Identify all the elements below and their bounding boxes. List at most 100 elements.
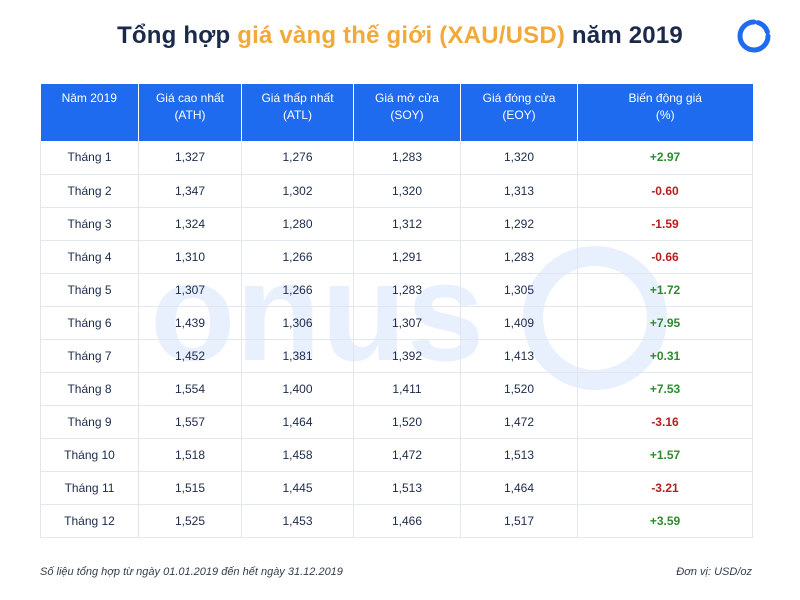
cell-month: Tháng 10 [40,438,139,472]
header-soy-sub: (SOY) [390,108,424,122]
cell-eoy: 1,517 [460,504,578,538]
cell-change: -0.60 [577,174,753,208]
gold-price-table: Năm 2019 Giá cao nhất (ATH) Giá thấp nhấ… [40,84,753,538]
cell-soy: 1,291 [353,240,461,274]
cell-eoy: 1,520 [460,372,578,406]
cell-ath: 1,525 [138,504,242,538]
cell-soy: 1,283 [353,273,461,307]
cell-atl: 1,381 [241,339,354,373]
cell-change: -3.16 [577,405,753,439]
header-atl: Giá thấp nhất (ATL) [241,84,354,141]
cell-eoy: 1,464 [460,471,578,505]
cell-change: +3.59 [577,504,753,538]
cell-change: +1.72 [577,273,753,307]
cell-change: +0.31 [577,339,753,373]
cell-ath: 1,310 [138,240,242,274]
cell-atl: 1,445 [241,471,354,505]
cell-ath: 1,347 [138,174,242,208]
cell-soy: 1,411 [353,372,461,406]
header-change-label: Biến động giá [628,91,702,105]
cell-eoy: 1,413 [460,339,578,373]
cell-atl: 1,400 [241,372,354,406]
header-ath-sub: (ATH) [174,108,206,122]
cell-month: Tháng 1 [40,141,139,175]
cell-soy: 1,466 [353,504,461,538]
cell-month: Tháng 3 [40,207,139,241]
cell-eoy: 1,513 [460,438,578,472]
table-row: Tháng 12 1,525 1,453 1,466 1,517 +3.59 [40,504,753,538]
cell-month: Tháng 4 [40,240,139,274]
cell-eoy: 1,472 [460,405,578,439]
cell-atl: 1,453 [241,504,354,538]
cell-ath: 1,439 [138,306,242,340]
title-accent: giá vàng thế giới (XAU/USD) [237,22,566,49]
cell-eoy: 1,313 [460,174,578,208]
cell-eoy: 1,305 [460,273,578,307]
table-row: Tháng 8 1,554 1,400 1,411 1,520 +7.53 [40,372,753,406]
cell-change: -1.59 [577,207,753,241]
footer-unit-note: Đơn vị: USD/oz [676,566,752,578]
table-row: Tháng 11 1,515 1,445 1,513 1,464 -3.21 [40,471,753,505]
cell-ath: 1,327 [138,141,242,175]
cell-change: +7.95 [577,306,753,340]
cell-soy: 1,320 [353,174,461,208]
cell-soy: 1,513 [353,471,461,505]
header-soy-label: Giá mở cửa [375,91,439,105]
cell-soy: 1,392 [353,339,461,373]
cell-atl: 1,458 [241,438,354,472]
cell-month: Tháng 6 [40,306,139,340]
cell-ath: 1,515 [138,471,242,505]
cell-change: -3.21 [577,471,753,505]
cell-change: +1.57 [577,438,753,472]
cell-month: Tháng 9 [40,405,139,439]
header-soy: Giá mở cửa (SOY) [353,84,461,141]
cell-atl: 1,276 [241,141,354,175]
page-title: Tổng hợp giá vàng thế giới (XAU/USD) năm… [0,22,800,50]
cell-atl: 1,302 [241,174,354,208]
table-row: Tháng 2 1,347 1,302 1,320 1,313 -0.60 [40,174,753,208]
cell-month: Tháng 12 [40,504,139,538]
table-row: Tháng 10 1,518 1,458 1,472 1,513 +1.57 [40,438,753,472]
cell-atl: 1,266 [241,240,354,274]
cell-month: Tháng 11 [40,471,139,505]
cell-eoy: 1,292 [460,207,578,241]
table-row: Tháng 3 1,324 1,280 1,312 1,292 -1.59 [40,207,753,241]
cell-ath: 1,554 [138,372,242,406]
cell-month: Tháng 7 [40,339,139,373]
table-row: Tháng 6 1,439 1,306 1,307 1,409 +7.95 [40,306,753,340]
cell-ath: 1,324 [138,207,242,241]
cell-soy: 1,283 [353,141,461,175]
cell-soy: 1,520 [353,405,461,439]
cell-change: -0.66 [577,240,753,274]
cell-atl: 1,280 [241,207,354,241]
cell-change: +2.97 [577,141,753,175]
header-atl-sub: (ATL) [282,108,313,122]
header-atl-label: Giá thấp nhất [261,91,334,105]
cell-ath: 1,452 [138,339,242,373]
header-eoy-label: Giá đóng cửa [482,91,556,105]
cell-change: +7.53 [577,372,753,406]
cell-eoy: 1,283 [460,240,578,274]
header-eoy: Giá đóng cửa (EOY) [460,84,578,141]
cell-atl: 1,464 [241,405,354,439]
table-row: Tháng 1 1,327 1,276 1,283 1,320 +2.97 [40,141,753,175]
header-eoy-sub: (EOY) [502,108,536,122]
cell-soy: 1,312 [353,207,461,241]
cell-month: Tháng 8 [40,372,139,406]
header-ath-label: Giá cao nhất [155,91,225,105]
footer-source-note: Số liệu tổng hợp từ ngày 01.01.2019 đến … [40,566,343,578]
onus-logo-icon [737,19,771,53]
table-row: Tháng 4 1,310 1,266 1,291 1,283 -0.66 [40,240,753,274]
cell-eoy: 1,320 [460,141,578,175]
header-change-sub: (%) [655,108,675,122]
cell-month: Tháng 5 [40,273,139,307]
title-part2: năm 2019 [565,22,683,49]
header-year-label: Năm 2019 [61,91,117,105]
cell-atl: 1,306 [241,306,354,340]
table-row: Tháng 7 1,452 1,381 1,392 1,413 +0.31 [40,339,753,373]
cell-ath: 1,557 [138,405,242,439]
cell-atl: 1,266 [241,273,354,307]
cell-ath: 1,518 [138,438,242,472]
table-header-row: Năm 2019 Giá cao nhất (ATH) Giá thấp nhấ… [40,84,753,141]
